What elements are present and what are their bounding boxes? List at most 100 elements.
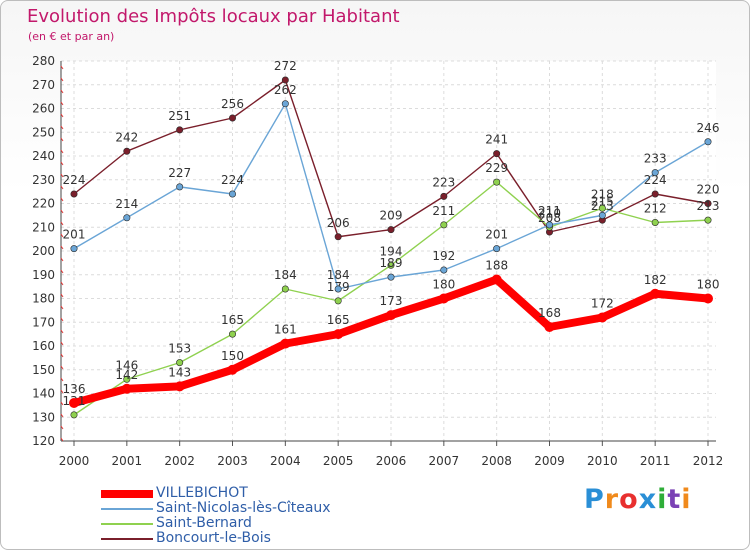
data-point bbox=[176, 359, 184, 367]
data-point bbox=[651, 169, 659, 177]
y-axis-dash bbox=[60, 77, 64, 82]
data-point bbox=[387, 273, 395, 281]
logo-letter: x bbox=[638, 484, 658, 515]
x-tick-label: 2002 bbox=[164, 454, 195, 468]
data-point bbox=[281, 76, 289, 84]
y-tick-label: 170 bbox=[32, 315, 55, 329]
data-label: 201 bbox=[63, 228, 86, 242]
x-tick-label: 2001 bbox=[112, 454, 143, 468]
y-axis-dash bbox=[60, 365, 64, 370]
legend-swatch bbox=[101, 538, 153, 540]
data-point bbox=[70, 245, 78, 253]
data-point bbox=[598, 204, 606, 212]
chart-title: Evolution des Impôts locaux par Habitant bbox=[27, 6, 400, 27]
data-label: 214 bbox=[115, 197, 138, 211]
y-axis-dash bbox=[60, 161, 64, 166]
data-point bbox=[70, 411, 78, 419]
data-point bbox=[69, 398, 79, 408]
data-label: 184 bbox=[274, 268, 297, 282]
y-tick-label: 260 bbox=[32, 102, 55, 116]
data-point bbox=[333, 329, 344, 340]
y-tick-label: 280 bbox=[32, 54, 55, 68]
data-label: 241 bbox=[485, 133, 508, 147]
data-point bbox=[176, 126, 184, 134]
data-label: 251 bbox=[168, 109, 191, 123]
y-axis-dash bbox=[60, 389, 64, 394]
y-axis-dash bbox=[60, 329, 64, 334]
x-tick-label: 2011 bbox=[640, 454, 671, 468]
data-point bbox=[334, 285, 342, 293]
y-axis-dash bbox=[60, 353, 64, 358]
data-label: 153 bbox=[168, 342, 191, 356]
data-point bbox=[704, 200, 712, 208]
logo-letter: r bbox=[604, 484, 620, 515]
data-point bbox=[281, 100, 289, 108]
y-axis-dash bbox=[60, 185, 64, 190]
data-point bbox=[227, 364, 238, 375]
data-label: 173 bbox=[380, 294, 403, 308]
legend-label: Saint-Nicolas-lès-Cîteaux bbox=[156, 500, 331, 516]
data-label: 262 bbox=[274, 83, 297, 97]
y-tick-label: 250 bbox=[32, 125, 55, 139]
data-point bbox=[174, 381, 185, 392]
data-point bbox=[651, 190, 659, 198]
x-tick-label: 2007 bbox=[429, 454, 460, 468]
y-tick-label: 240 bbox=[32, 149, 55, 163]
data-label: 172 bbox=[591, 297, 614, 311]
y-axis-dash bbox=[60, 293, 64, 298]
y-axis-dash bbox=[60, 317, 64, 322]
data-label: 143 bbox=[168, 365, 191, 379]
data-point bbox=[70, 190, 78, 198]
data-point bbox=[440, 192, 448, 200]
data-point bbox=[386, 310, 396, 321]
y-tick-label: 190 bbox=[32, 268, 55, 282]
data-label: 165 bbox=[327, 313, 350, 327]
data-point bbox=[438, 293, 449, 304]
data-label: 223 bbox=[432, 175, 455, 189]
x-tick-label: 2004 bbox=[270, 454, 301, 468]
data-label: 218 bbox=[591, 187, 614, 201]
data-point bbox=[597, 312, 608, 323]
data-label: 224 bbox=[63, 173, 86, 187]
y-tick-label: 180 bbox=[32, 292, 55, 306]
x-tick-label: 2005 bbox=[323, 454, 354, 468]
data-label: 210 bbox=[538, 206, 561, 220]
data-point bbox=[281, 285, 289, 293]
data-label: 206 bbox=[327, 216, 350, 230]
y-axis-dash bbox=[60, 377, 64, 382]
data-point bbox=[440, 221, 448, 229]
x-tick-label: 2008 bbox=[481, 454, 512, 468]
data-point bbox=[387, 226, 395, 234]
data-label: 142 bbox=[115, 368, 138, 382]
y-tick-label: 130 bbox=[32, 410, 55, 424]
data-label: 188 bbox=[485, 259, 508, 273]
y-tick-label: 120 bbox=[32, 434, 55, 448]
data-label: 212 bbox=[644, 202, 667, 216]
y-axis-dash bbox=[60, 305, 64, 310]
data-label: 150 bbox=[221, 349, 244, 363]
data-point bbox=[703, 293, 713, 304]
data-label: 161 bbox=[274, 323, 297, 337]
data-label: 272 bbox=[274, 59, 297, 73]
data-label: 192 bbox=[432, 249, 455, 263]
data-label: 224 bbox=[644, 173, 667, 187]
data-point bbox=[280, 338, 291, 349]
logo-letter: P bbox=[584, 484, 605, 515]
y-axis-dash bbox=[60, 65, 64, 70]
data-label: 229 bbox=[485, 161, 508, 175]
data-label: 209 bbox=[380, 209, 403, 223]
data-point bbox=[229, 190, 237, 198]
data-label: 224 bbox=[221, 173, 244, 187]
y-tick-label: 140 bbox=[32, 387, 55, 401]
y-tick-label: 150 bbox=[32, 363, 55, 377]
y-axis-dash bbox=[60, 233, 64, 238]
data-point bbox=[123, 214, 131, 222]
data-point bbox=[387, 261, 395, 269]
x-tick-label: 2006 bbox=[376, 454, 407, 468]
data-label: 208 bbox=[538, 211, 561, 225]
x-tick-label: 2000 bbox=[59, 454, 90, 468]
y-tick-label: 230 bbox=[32, 173, 55, 187]
legend-label: VILLEBICHOT bbox=[156, 485, 248, 501]
y-axis-dash bbox=[60, 341, 64, 346]
